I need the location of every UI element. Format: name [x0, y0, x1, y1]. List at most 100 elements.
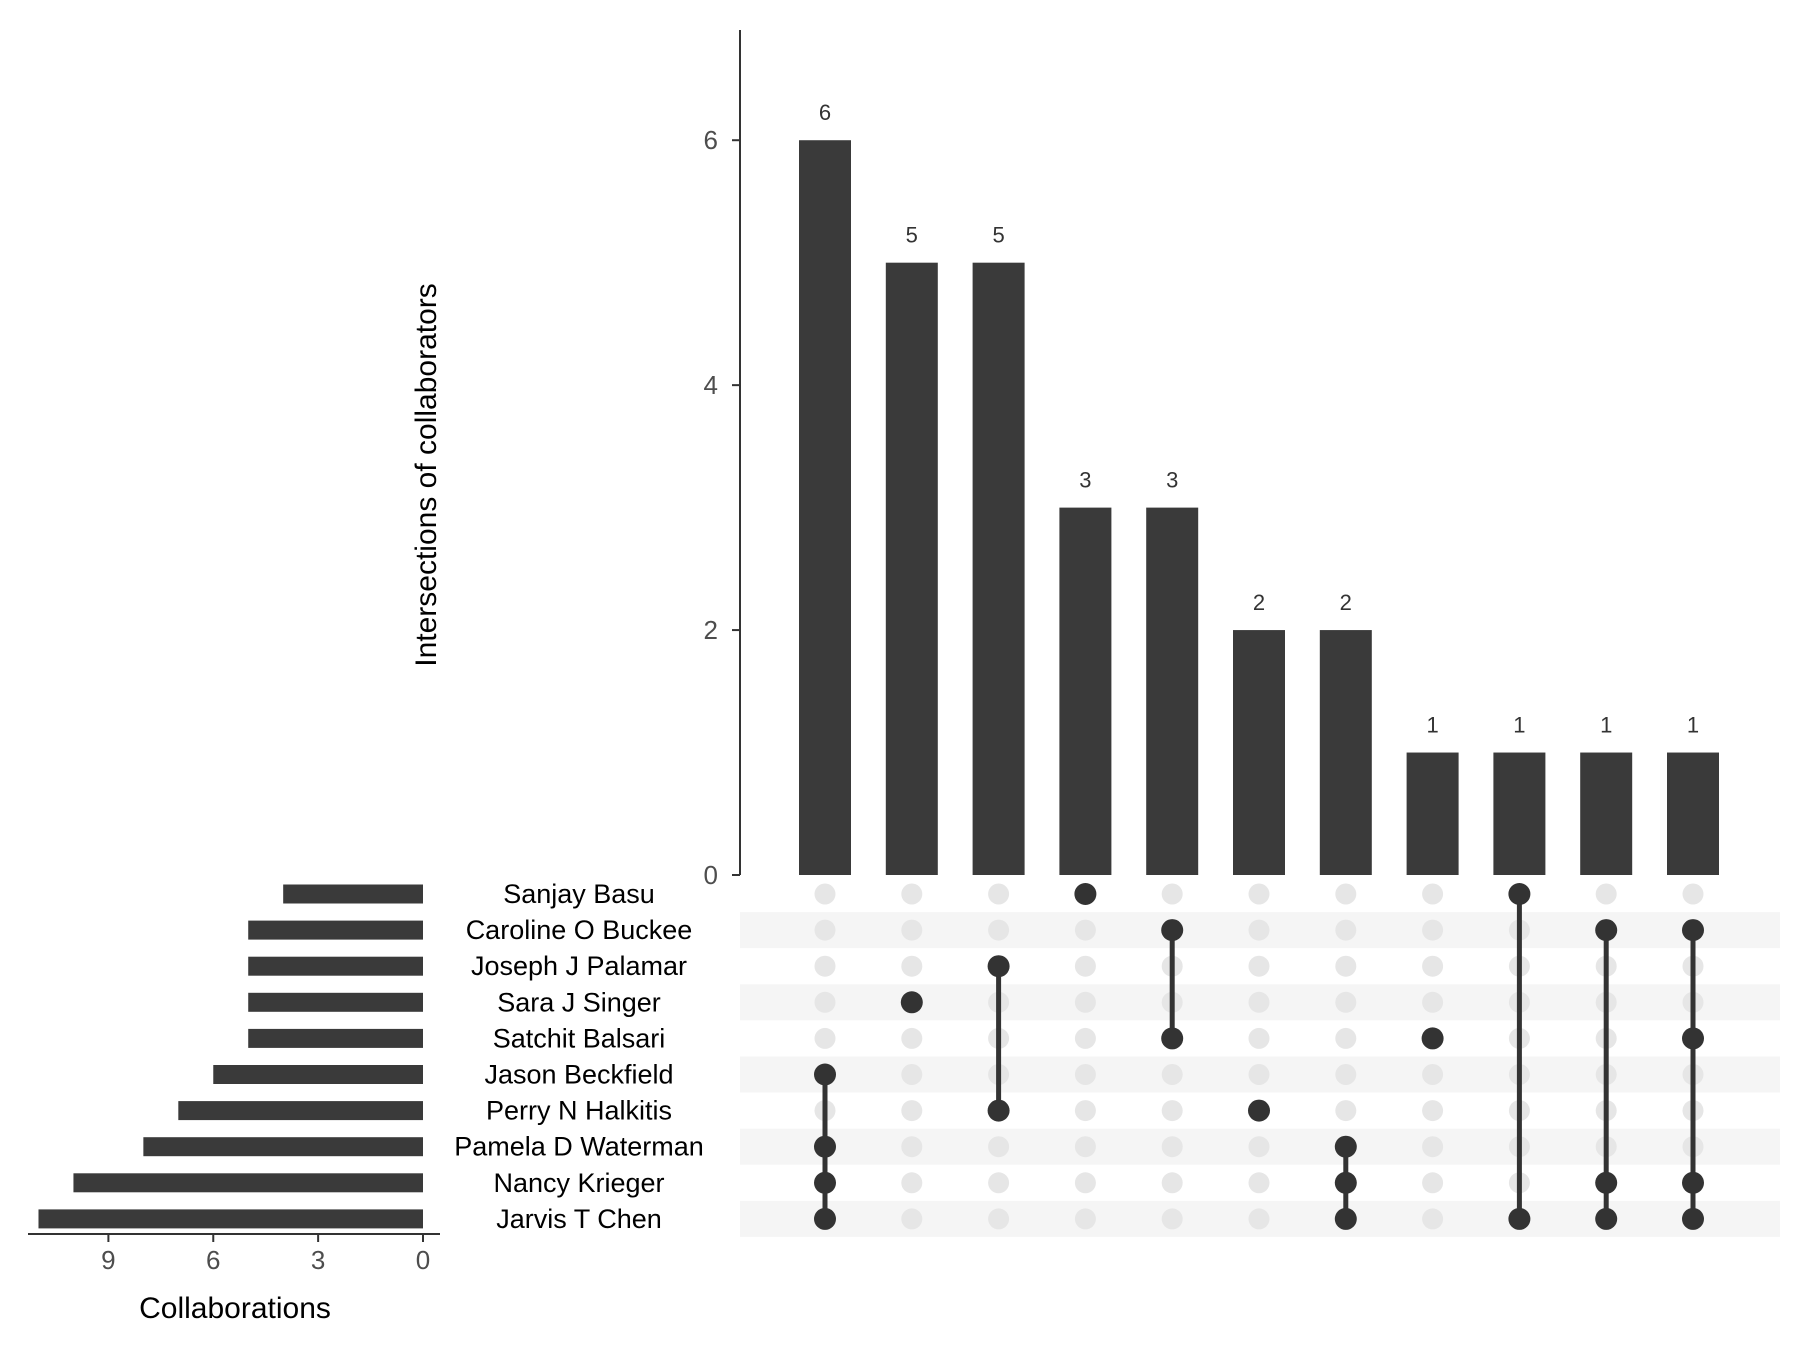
matrix-dot-active: [1682, 1027, 1704, 1050]
intersection-y-axis: 0 2 4 6: [704, 30, 741, 890]
matrix-dot-inactive: [1422, 1100, 1444, 1122]
matrix-dot-inactive: [1248, 991, 1270, 1013]
matrix-dot-inactive: [901, 1208, 923, 1230]
set-size-bar: [73, 1173, 423, 1193]
matrix-dot-inactive: [1422, 1172, 1444, 1194]
matrix-dot-inactive: [1074, 955, 1096, 977]
matrix-dot-active: [1334, 1171, 1357, 1194]
intersection-bar: [799, 140, 851, 875]
intersection-bar: [1580, 752, 1633, 875]
set-label: Satchit Balsari: [493, 1023, 666, 1053]
set-size-x-tick-label: 9: [101, 1245, 115, 1275]
matrix-dot-inactive: [1248, 919, 1270, 941]
matrix-dot-inactive: [988, 919, 1010, 941]
matrix-dot-inactive: [1422, 955, 1444, 977]
matrix-dot-inactive: [1161, 1208, 1183, 1230]
intersection-bar: [972, 262, 1025, 875]
intersection-bar: [1319, 630, 1372, 875]
set-label: Perry N Halkitis: [486, 1096, 672, 1126]
matrix-dot-inactive: [1595, 883, 1617, 905]
set-labels: Sanjay Basu Caroline O Buckee Joseph J Pal…: [454, 879, 704, 1234]
intersection-bar-value: 5: [906, 223, 918, 248]
matrix-dot-active: [814, 1171, 836, 1194]
set-size-bar: [143, 1137, 423, 1157]
intersection-bar: [1667, 752, 1719, 875]
matrix-dot-inactive: [1335, 883, 1357, 905]
set-size-x-axis: 9 6 3 0: [28, 1233, 440, 1275]
matrix-dot-inactive: [814, 955, 836, 977]
matrix-dot-active: [1161, 1027, 1184, 1050]
matrix-dot-inactive: [901, 1136, 923, 1158]
matrix-dot-inactive: [988, 1172, 1010, 1194]
intersection-y-tick-label: 0: [704, 860, 718, 890]
matrix-dot-inactive: [1074, 1027, 1096, 1049]
matrix-dot-inactive: [1074, 1136, 1096, 1158]
set-size-bars: [38, 884, 423, 1229]
matrix-dot-inactive: [1161, 1100, 1183, 1122]
matrix-dot-inactive: [1074, 919, 1096, 941]
matrix-dot-active: [1682, 919, 1704, 942]
matrix-dot-active: [1334, 1135, 1357, 1158]
set-label: Jarvis T Chen: [496, 1204, 662, 1234]
set-label: Joseph J Palamar: [471, 951, 687, 981]
set-label: Pamela D Waterman: [454, 1132, 704, 1162]
matrix-dot-inactive: [901, 955, 923, 977]
matrix-dot-inactive: [1248, 1208, 1270, 1230]
matrix-dot-active: [1595, 1171, 1618, 1194]
matrix-dot-inactive: [1074, 991, 1096, 1013]
matrix-dot-inactive: [1161, 1136, 1183, 1158]
matrix-dot-active: [814, 1063, 836, 1086]
matrix-dot-inactive: [1248, 1136, 1270, 1158]
intersection-bar-value: 3: [1166, 468, 1178, 493]
matrix-dot-inactive: [901, 883, 923, 905]
matrix-dot-inactive: [988, 883, 1010, 905]
intersection-bar-value: 1: [1426, 713, 1438, 738]
matrix-dot-inactive: [901, 1064, 923, 1085]
matrix-dot-inactive: [1248, 955, 1270, 977]
matrix-dot-inactive: [814, 919, 836, 941]
intersection-bar: [885, 262, 938, 875]
matrix-dot-inactive: [1161, 883, 1183, 905]
matrix-dot-inactive: [1248, 883, 1270, 905]
matrix-dot-inactive: [1335, 991, 1357, 1013]
intersection-y-tick-label: 4: [704, 370, 718, 400]
matrix-dot-inactive: [814, 883, 836, 905]
matrix-dot-inactive: [1335, 1027, 1357, 1049]
matrix-dot-active: [987, 955, 1010, 978]
matrix-dot-inactive: [901, 1027, 923, 1049]
set-label: Caroline O Buckee: [466, 915, 693, 945]
set-label: Sanjay Basu: [503, 879, 655, 909]
matrix-dot-inactive: [1074, 1172, 1096, 1194]
matrix-dot-active: [1682, 1171, 1704, 1194]
matrix-dot-inactive: [1422, 1208, 1444, 1230]
matrix-dot-active: [814, 1135, 836, 1158]
intersection-bar-value: 3: [1079, 468, 1091, 493]
intersection-bar-value: 5: [992, 223, 1004, 248]
matrix-dot-active: [1595, 1207, 1618, 1230]
matrix-dot-active: [1334, 1207, 1357, 1230]
set-size-x-tick-label: 3: [311, 1245, 325, 1275]
matrix-dot-inactive: [1335, 919, 1357, 941]
intersection-bar: [1059, 507, 1112, 875]
intersection-y-tick-label: 2: [704, 615, 718, 645]
matrix-dot-inactive: [1248, 1027, 1270, 1049]
matrix-dot-inactive: [1074, 1064, 1096, 1085]
set-size-bar: [213, 1065, 423, 1084]
matrix-dot-active: [1595, 919, 1618, 942]
matrix-dot-inactive: [1422, 1136, 1444, 1158]
matrix-dot-inactive: [1335, 1100, 1357, 1122]
matrix-dot-inactive: [901, 919, 923, 941]
set-size-x-tick-label: 0: [416, 1245, 430, 1275]
matrix-dot-active: [1074, 883, 1097, 905]
set-size-bar: [178, 1101, 423, 1121]
set-size-bar: [283, 884, 423, 904]
matrix-dot-inactive: [814, 1027, 836, 1049]
intersection-bar-value: 6: [819, 100, 831, 125]
matrix-dot-inactive: [988, 1136, 1010, 1158]
intersection-bar: [1493, 752, 1546, 875]
intersection-bar-labels: 6 5 5 3 3 2 2 1 1 1 1: [819, 100, 1699, 737]
intersection-bar: [1146, 507, 1199, 875]
matrix-dot-active: [1421, 1027, 1444, 1050]
matrix-dot-inactive: [1335, 1064, 1357, 1085]
